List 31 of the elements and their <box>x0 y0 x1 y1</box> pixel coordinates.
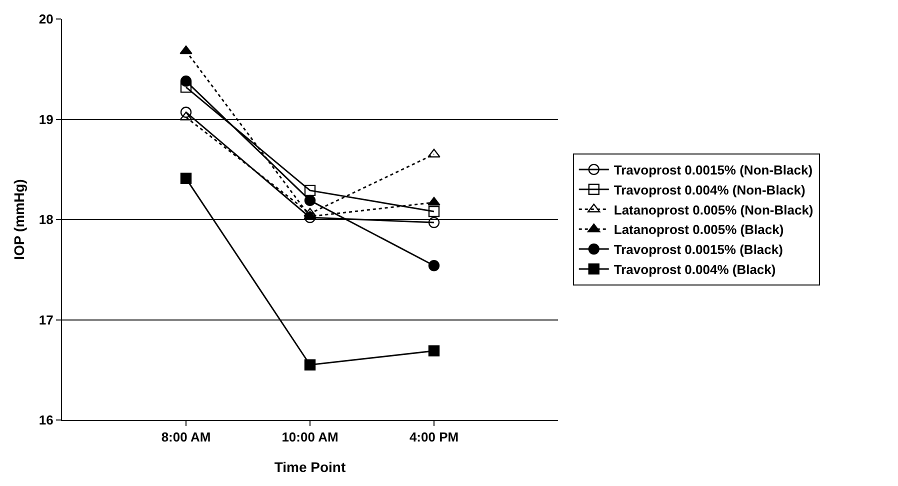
y-tick-label: 18 <box>38 212 54 228</box>
y-tick-label: 19 <box>38 112 54 127</box>
point <box>180 106 192 118</box>
point <box>428 345 440 356</box>
point <box>304 210 316 220</box>
point <box>428 216 440 228</box>
legend-label: Travoprost 0.0015% (Non-Black) <box>614 162 813 178</box>
y-tick-label: 16 <box>38 412 54 428</box>
legend-label: Latanoprost 0.005% (Black) <box>614 222 784 238</box>
point <box>428 260 440 272</box>
y-tick-label: 17 <box>38 312 54 328</box>
x-axis-title: Time Point <box>274 459 346 475</box>
legend-label: Travoprost 0.0015% (Black) <box>614 242 783 258</box>
point <box>180 82 192 93</box>
x-tick-label: 8:00 AM <box>161 430 211 445</box>
point <box>304 208 316 217</box>
point <box>180 76 192 87</box>
legend-label: Travoprost 0.004% (Black) <box>614 262 776 278</box>
x-tick-label: 4:00 PM <box>409 430 459 445</box>
y-tick-label: 20 <box>38 12 54 27</box>
y-axis-title: IOP (mmHg) <box>11 179 27 260</box>
x-tick-label: 10:00 AM <box>282 430 338 445</box>
point <box>180 45 192 54</box>
point <box>304 184 316 196</box>
point <box>428 196 440 206</box>
legend-label: Latanoprost 0.005% (Non-Black) <box>614 202 814 218</box>
point <box>304 194 316 206</box>
legend-label: Travoprost 0.004% (Non-Black) <box>614 182 806 198</box>
point <box>304 359 316 370</box>
point <box>428 206 440 218</box>
point <box>180 172 192 184</box>
